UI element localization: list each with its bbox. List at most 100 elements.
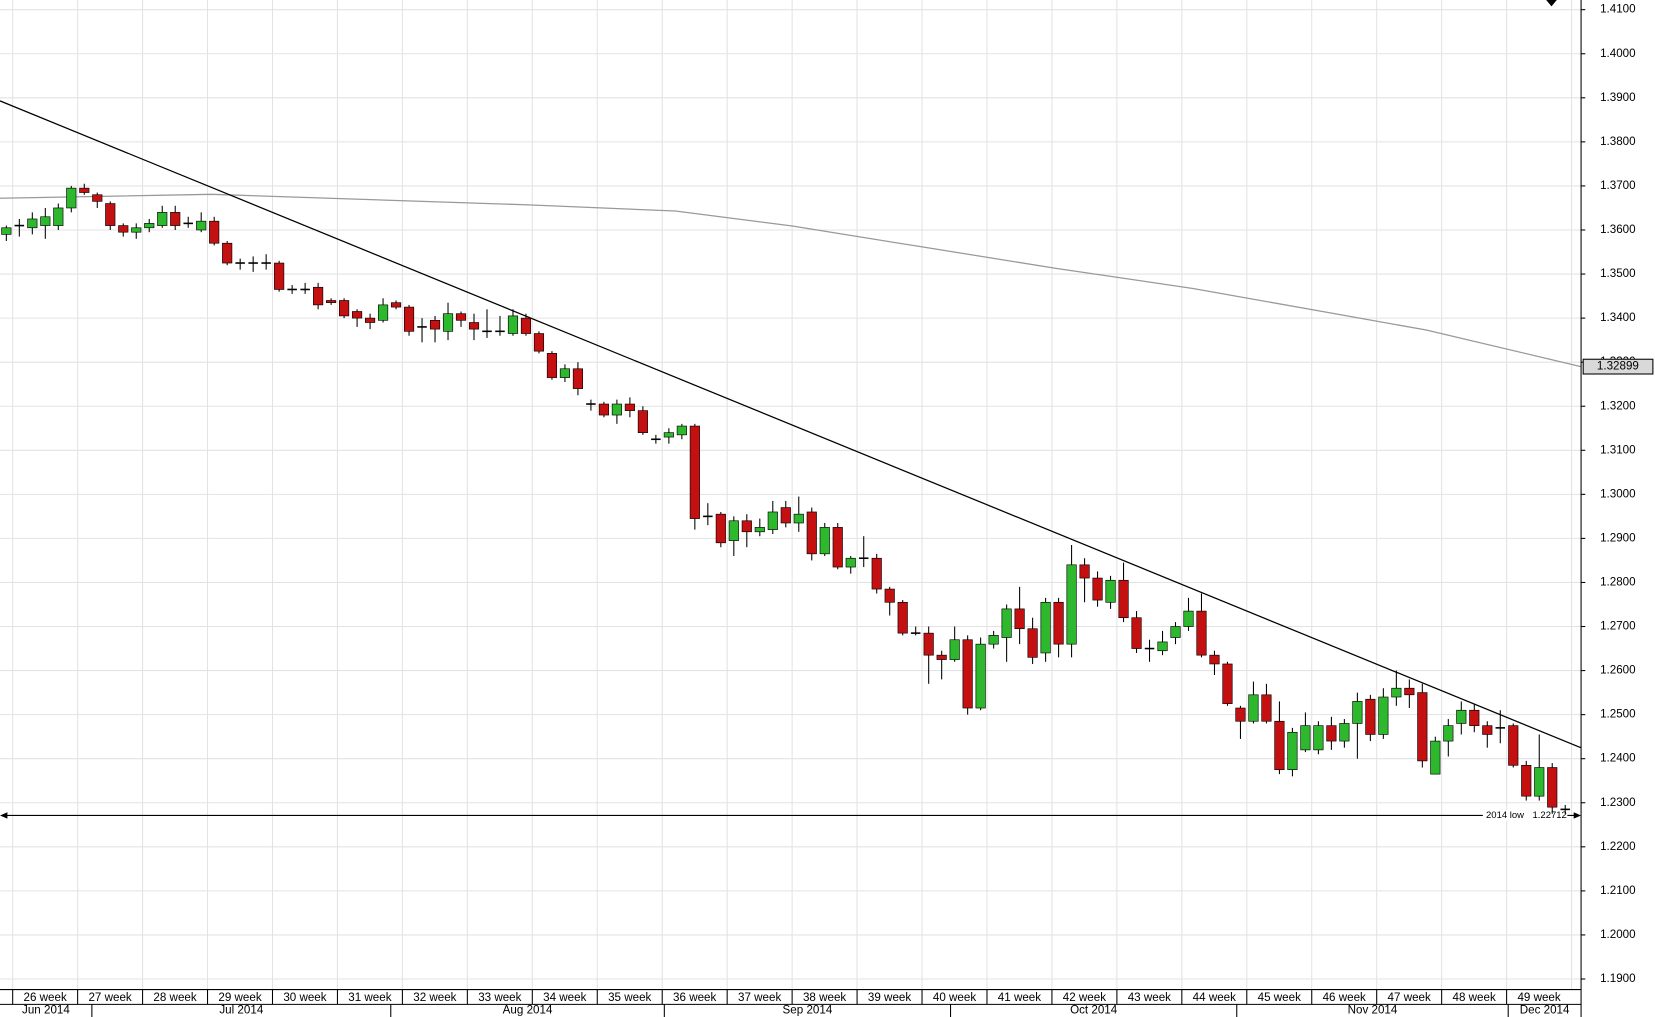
x-tick-label: 46 week	[1323, 991, 1366, 1004]
candle-body	[1261, 694, 1272, 722]
candle-body	[442, 313, 454, 332]
candle-body	[1079, 564, 1090, 579]
candle-body	[1131, 617, 1142, 649]
candle-body	[520, 317, 532, 334]
candle-body	[377, 304, 389, 321]
candle-body	[1170, 626, 1181, 638]
candle-body	[313, 286, 324, 306]
y-tick-label: 1.3600	[1600, 223, 1636, 236]
candle-body	[832, 527, 843, 568]
candle-body	[390, 302, 402, 308]
candle-body	[1313, 725, 1324, 751]
x-tick-label: 40 week	[933, 991, 976, 1004]
price-tag-label: 1.32899	[1597, 360, 1639, 373]
candle-body	[819, 527, 830, 555]
candle-body	[1001, 608, 1012, 638]
candle-body	[780, 507, 791, 524]
label-bg	[1482, 810, 1568, 821]
candle-body	[1248, 694, 1259, 722]
candle-body	[559, 368, 571, 378]
y-tick-label: 1.2000	[1600, 928, 1636, 941]
x-tick-label: 41 week	[998, 991, 1041, 1004]
price-tag	[1582, 358, 1654, 375]
candle-body	[624, 403, 635, 411]
candle-body	[1209, 654, 1220, 665]
candle-body	[1105, 579, 1116, 603]
candle-body	[1300, 725, 1311, 751]
candle-body	[144, 223, 155, 229]
candle-body	[1365, 698, 1376, 735]
month-label: Jul 2014	[219, 1004, 263, 1017]
y-tick-label: 1.3100	[1600, 443, 1636, 456]
x-tick-label: 48 week	[1452, 991, 1495, 1004]
candle-body	[923, 632, 934, 656]
candle-body	[1092, 577, 1103, 601]
candle-body	[429, 319, 441, 330]
candle-body	[533, 333, 545, 352]
candle-body	[27, 218, 38, 229]
line-series	[0, 100, 1582, 749]
candle-body	[352, 311, 363, 319]
y-tick-label: 1.4000	[1600, 47, 1636, 60]
x-tick-label: 37 week	[738, 991, 781, 1004]
month-label: Aug 2014	[503, 1004, 553, 1017]
candle-body	[222, 242, 233, 264]
x-tick-label: 30 week	[283, 991, 326, 1004]
x-tick-label: 35 week	[608, 991, 651, 1004]
y-tick-label: 1.2500	[1600, 708, 1636, 721]
candle-body	[1469, 709, 1480, 726]
candle-body	[105, 203, 116, 226]
candle-body	[196, 220, 207, 231]
candle-body	[988, 635, 999, 645]
month-label: Jun 2014	[22, 1004, 70, 1017]
candle-body	[1235, 707, 1246, 722]
candle-body	[1378, 696, 1389, 735]
y-tick-label: 1.2600	[1600, 664, 1636, 677]
candle-body	[1547, 767, 1558, 808]
candle-body	[1482, 725, 1493, 735]
candle-body	[507, 315, 519, 334]
y-tick-label: 1.3700	[1600, 179, 1636, 192]
marker	[1546, 0, 1557, 7]
candle-body	[1183, 610, 1194, 627]
candle-body	[715, 513, 726, 544]
candle-body	[728, 520, 739, 541]
x-tick-label: 42 week	[1063, 991, 1106, 1004]
candle-body	[754, 527, 765, 533]
y-tick-label: 1.4100	[1600, 3, 1636, 16]
grid	[0, 0, 1582, 990]
y-tick-label: 1.2200	[1600, 840, 1636, 853]
candle-body	[1430, 740, 1441, 775]
candle-body	[897, 601, 908, 634]
y-tick-label: 1.3500	[1600, 267, 1636, 280]
candle-body	[118, 225, 129, 233]
reference-label: 2014 low	[1486, 810, 1524, 821]
candle-body	[949, 639, 960, 660]
y-tick-label: 1.1900	[1600, 972, 1636, 985]
x-tick-label: 43 week	[1128, 991, 1171, 1004]
y-tick-label: 1.3900	[1600, 91, 1636, 104]
candle-body	[793, 513, 804, 524]
month-label: Nov 2014	[1348, 1004, 1398, 1017]
y-tick-label: 1.2100	[1600, 884, 1636, 897]
candle-body	[598, 403, 609, 416]
candle-body	[1014, 608, 1025, 630]
candle-body	[1027, 628, 1038, 658]
month-label: Oct 2014	[1070, 1004, 1118, 1017]
candle-body	[546, 353, 558, 378]
candle-body	[975, 643, 986, 709]
candle-body	[1508, 725, 1519, 766]
candle-body	[1274, 720, 1285, 771]
x-tick-label: 47 week	[1388, 991, 1431, 1004]
candle-body	[1040, 601, 1051, 654]
y-tick-label: 1.2900	[1600, 531, 1636, 544]
candle-body	[1196, 610, 1207, 656]
x-tick-label: 34 week	[543, 991, 586, 1004]
candle-body	[326, 300, 337, 304]
candle-body	[1, 227, 12, 235]
x-tick-label: 36 week	[673, 991, 716, 1004]
candle-body	[676, 425, 687, 436]
candle-body	[1534, 767, 1545, 797]
